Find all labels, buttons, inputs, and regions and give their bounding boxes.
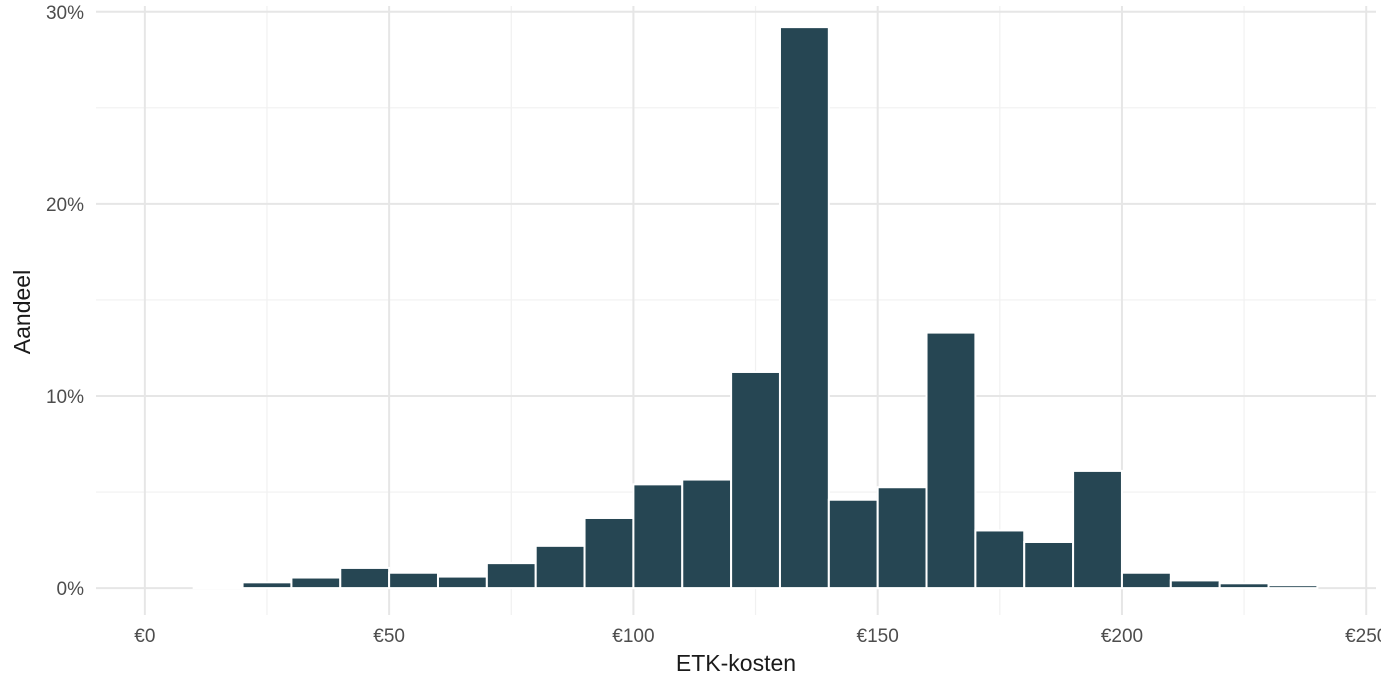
x-axis-title: ETK-kosten	[676, 650, 796, 676]
histogram-bar	[339, 566, 391, 590]
x-tick-label: €50	[373, 626, 405, 647]
y-axis-title: Aandeel	[9, 270, 35, 354]
x-tick-label: €0	[134, 626, 155, 647]
histogram-bar	[827, 498, 879, 590]
histogram-bar	[1120, 571, 1172, 590]
histogram-bar	[632, 483, 684, 590]
x-tick-label: €100	[612, 626, 654, 647]
x-tick-label: €150	[857, 626, 899, 647]
histogram-bar	[1169, 579, 1221, 590]
y-tick-label: 0%	[57, 579, 85, 600]
histogram-bar	[583, 516, 635, 590]
x-tick-label: €200	[1101, 626, 1143, 647]
y-axis-tick-labels: 0% 10% 20% 30%	[46, 3, 84, 600]
histogram-bar	[974, 529, 1026, 590]
histogram-bar	[485, 562, 537, 590]
histogram-bar	[192, 585, 244, 590]
histogram-bar	[436, 575, 488, 590]
x-tick-label: €250	[1345, 626, 1381, 647]
y-tick-label: 20%	[46, 195, 84, 216]
histogram-bar	[241, 581, 293, 590]
x-axis-tick-labels: €0 €50 €100 €150 €200 €250	[134, 626, 1381, 647]
y-tick-label: 10%	[46, 387, 84, 408]
histogram-bars	[192, 26, 1319, 590]
histogram-bar	[681, 478, 733, 590]
histogram-bar	[534, 544, 586, 590]
histogram-bar	[290, 576, 342, 590]
histogram-bar	[1072, 469, 1123, 590]
histogram-bar	[1218, 582, 1270, 590]
histogram-bar	[730, 370, 781, 590]
histogram-bar	[925, 331, 977, 590]
histogram-bar	[388, 571, 439, 590]
histogram-bar	[1267, 584, 1319, 590]
histogram-bar	[778, 26, 830, 590]
histogram-bar	[876, 486, 928, 590]
y-tick-label: 30%	[46, 3, 84, 24]
histogram-bar	[1023, 540, 1075, 590]
